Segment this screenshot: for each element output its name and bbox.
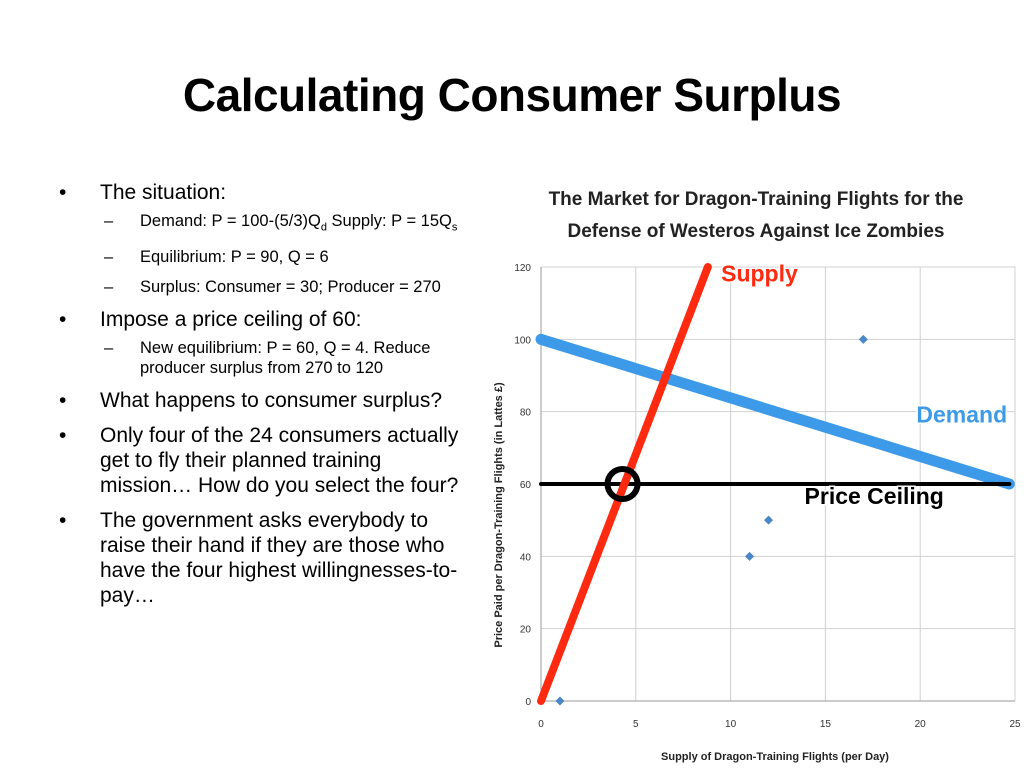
- x-tick-label-15: 15: [820, 719, 832, 730]
- x-axis-label: Supply of Dragon-Training Flights (per D…: [661, 751, 889, 763]
- chart-title-line-2: Defense of Westeros Against Ice Zombies: [568, 221, 945, 242]
- x-tick-label-5: 5: [633, 719, 639, 730]
- equilibrium-marker: [604, 466, 641, 502]
- supply-line: [537, 263, 712, 705]
- y-tick-label-20: 20: [520, 625, 532, 636]
- bullet-consumer-surplus-question: • What happens to consumer surplus?: [59, 389, 443, 413]
- y-axis-label: Price Paid per Dragon-Training Flights (…: [493, 382, 505, 648]
- bullet-list: • The situation: – Demand: P = 100-(5/3)…: [55, 180, 475, 618]
- x-tick-label-20: 20: [915, 719, 927, 730]
- price-ceiling-label: Price Ceiling: [805, 483, 944, 509]
- y-tick-label-0: 0: [525, 697, 531, 708]
- chart-ticks: 0 20 40 60 80 100 120 0 5 10 15 20 25: [514, 263, 1020, 730]
- y-tick-label-80: 80: [520, 408, 532, 419]
- chart-series: [535, 263, 1015, 706]
- bullet-text: The situation:: [100, 181, 227, 204]
- bullet-text: Only four of the 24 consumers actually g…: [100, 424, 459, 498]
- demand-line: [535, 333, 1015, 490]
- x-tick-label-0: 0: [538, 719, 544, 730]
- y-tick-label-100: 100: [514, 335, 531, 346]
- x-tick-label-10: 10: [725, 719, 737, 730]
- demand-label: Demand: [916, 402, 1007, 428]
- bullet-government: • The government asks everybody to raise…: [59, 509, 458, 608]
- chart-title-line-1: The Market for Dragon-Training Flights f…: [549, 189, 964, 210]
- bullet-text: The government asks everybody to raise t…: [100, 509, 458, 608]
- sub-bullet-demand-supply: – Demand: P = 100-(5/3)Qd Supply: P = 15…: [104, 212, 458, 234]
- market-chart: The Market for Dragon-Training Flights f…: [493, 189, 1020, 763]
- chart-labels: Supply Demand Price Ceiling: [720, 259, 1009, 510]
- data-point-1: [745, 551, 755, 561]
- sub-bullet-new-equilibrium: – New equilibrium: P = 60, Q = 4. Reduce…: [104, 339, 431, 378]
- bullet-four-consumers: • Only four of the 24 consumers actually…: [59, 424, 459, 498]
- y-tick-label-120: 120: [514, 263, 531, 274]
- x-tick-label-25: 25: [1009, 719, 1020, 730]
- bullet-price-ceiling: • Impose a price ceiling of 60: – New eq…: [55, 307, 475, 378]
- y-tick-label-40: 40: [520, 552, 532, 563]
- bullet-text: Impose a price ceiling of 60:: [100, 308, 362, 332]
- supply-label: Supply: [721, 260, 798, 286]
- sub-bullet-surplus: – Surplus: Consumer = 30; Producer = 270: [104, 278, 441, 297]
- y-tick-label-60: 60: [520, 480, 532, 491]
- data-point-3: [858, 334, 868, 344]
- data-point-2: [764, 515, 774, 525]
- slide-title: Calculating Consumer Surplus: [182, 69, 842, 121]
- data-point-0: [555, 696, 565, 706]
- bullet-situation: • The situation: – Demand: P = 100-(5/3)…: [55, 180, 475, 297]
- sub-bullet-equilibrium: – Equilibrium: P = 90, Q = 6: [104, 248, 329, 267]
- bullet-text: What happens to consumer surplus?: [100, 389, 443, 413]
